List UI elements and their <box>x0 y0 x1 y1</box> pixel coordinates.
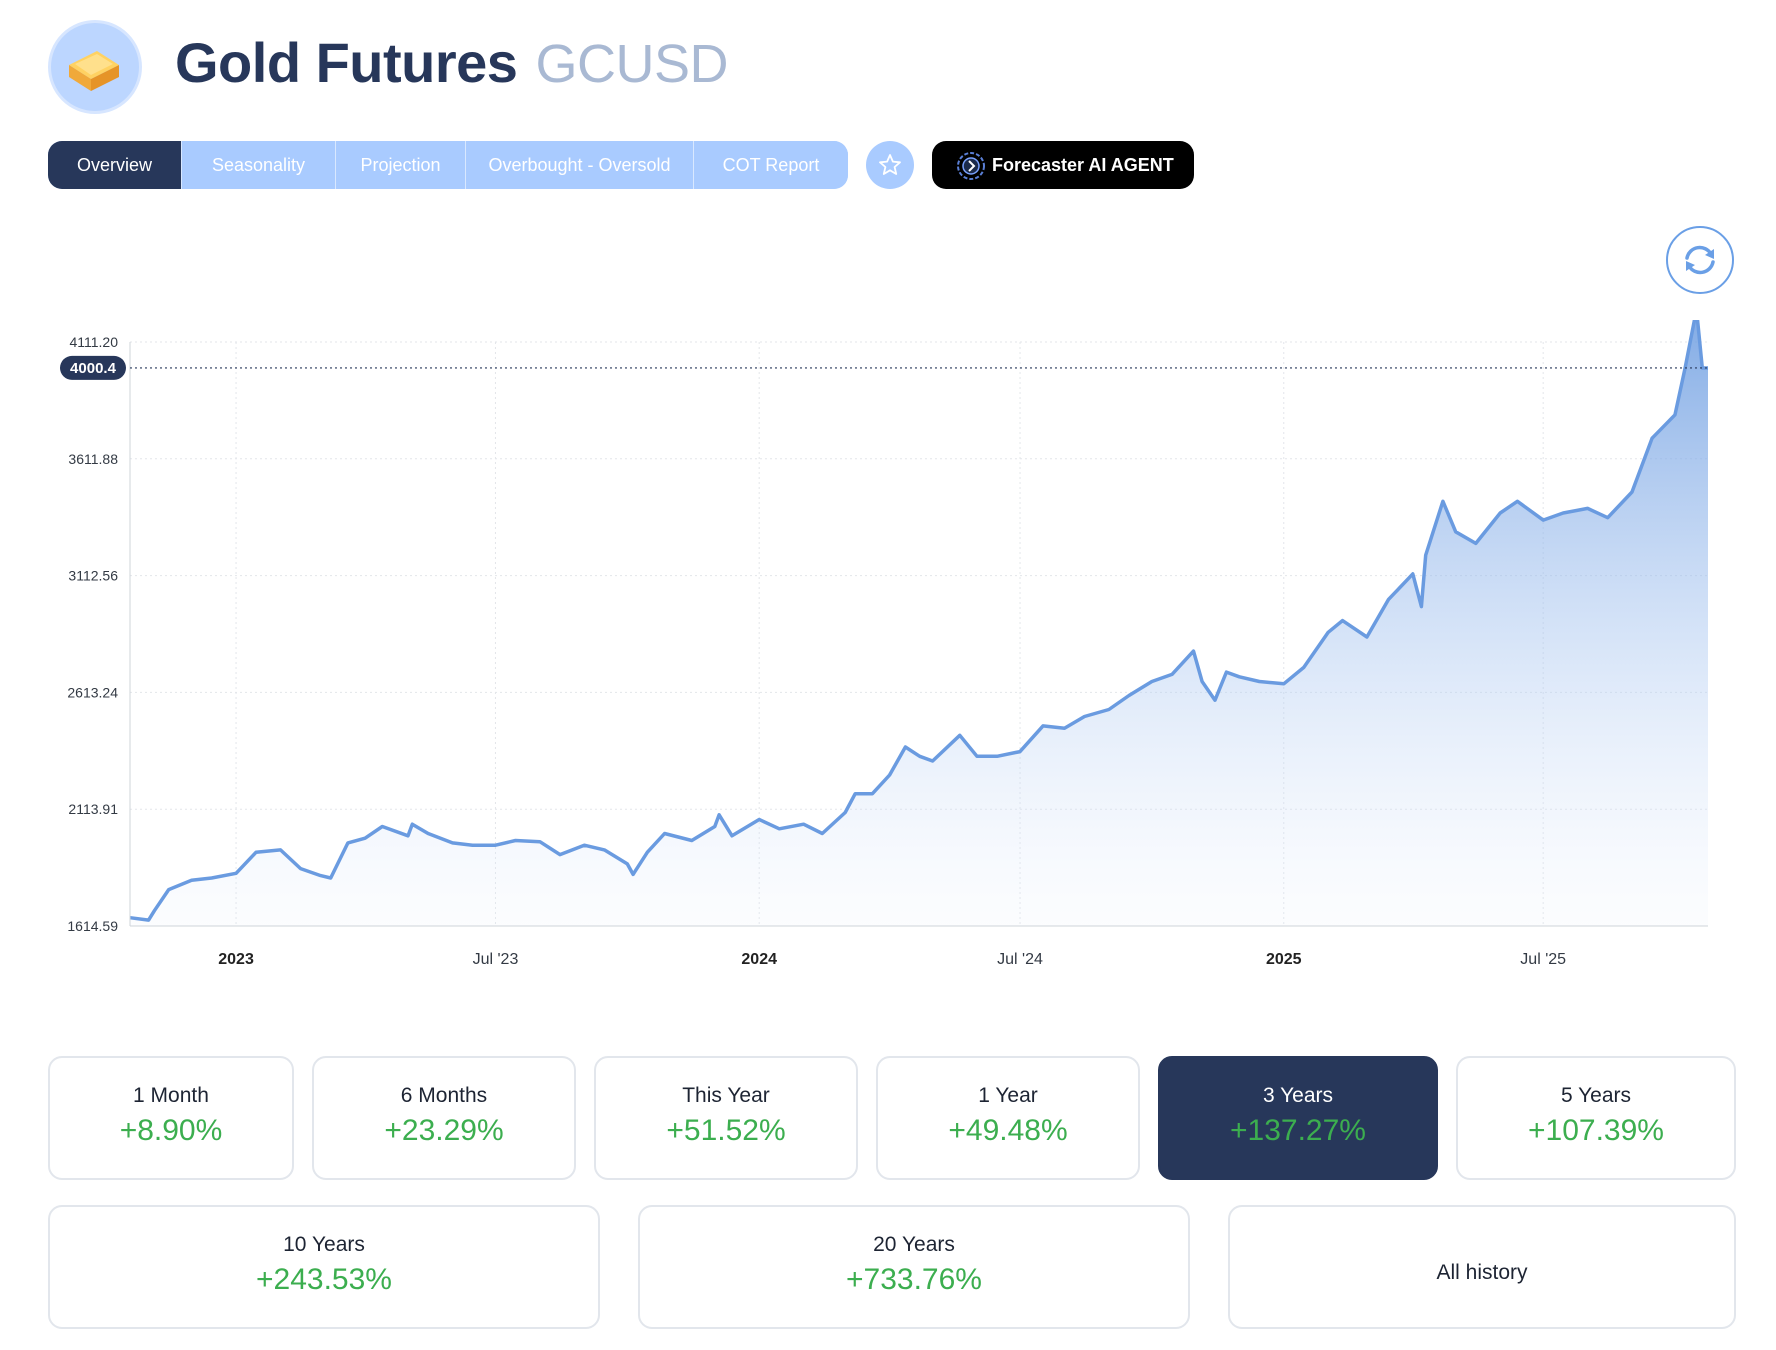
period-change-value: +137.27% <box>1230 1114 1366 1147</box>
period-card-20-years[interactable]: 20 Years +733.76% <box>638 1205 1190 1329</box>
x-tick-label: 2024 <box>741 951 777 968</box>
y-tick-label: 1614.59 <box>67 918 118 934</box>
x-tick-label: 2025 <box>1266 951 1302 968</box>
period-change-value: +23.29% <box>384 1114 504 1147</box>
gold-bar-icon <box>48 20 142 114</box>
period-label: 6 Months <box>400 1084 488 1107</box>
x-tick-label: Jul '25 <box>1520 951 1566 968</box>
x-tick-label: 2023 <box>218 951 254 968</box>
period-card-1-year[interactable]: 1 Year +49.48% <box>876 1056 1140 1180</box>
period-label: 3 Years <box>1262 1084 1334 1107</box>
y-tick-label: 2113.91 <box>68 801 118 817</box>
tab-overbought-oversold[interactable]: Overbought - Oversold <box>466 141 694 189</box>
refresh-icon <box>1685 245 1715 275</box>
period-change-value: +107.39% <box>1528 1114 1664 1147</box>
ai-agent-label: Forecaster AI AGENT <box>992 155 1174 175</box>
price-chart: 4111.20 3611.88 3112.56 2613.24 2113.91 1614.… <box>60 320 1708 968</box>
period-card-1-month[interactable]: 1 Month +8.90% <box>48 1056 294 1180</box>
last-price-value: 4000.4 <box>70 360 117 377</box>
period-label: 1 Month <box>133 1084 209 1107</box>
asset-name: Gold Futures <box>175 31 518 94</box>
period-label: 1 Year <box>978 1084 1038 1107</box>
period-label: 5 Years <box>1560 1084 1632 1107</box>
asset-ticker: GCUSD <box>535 34 728 94</box>
period-label: This Year <box>682 1084 770 1107</box>
tab-overview[interactable]: Overview <box>48 141 182 189</box>
refresh-button[interactable] <box>1666 226 1734 294</box>
tab-bar: Overview Seasonality Projection Overboug… <box>48 141 848 189</box>
period-label: All history <box>1436 1261 1528 1284</box>
x-tick-label: Jul '23 <box>473 951 519 968</box>
y-tick-label: 2613.24 <box>67 684 118 700</box>
tab-projection[interactable]: Projection <box>336 141 466 189</box>
period-card-10-years[interactable]: 10 Years +243.53% <box>48 1205 600 1329</box>
price-area-fill <box>130 320 1708 926</box>
last-price-badge <box>60 355 126 380</box>
period-card-3-years[interactable]: 3 Years +137.27% <box>1158 1056 1438 1180</box>
period-change-value: +49.48% <box>948 1114 1068 1147</box>
period-label: 10 Years <box>283 1233 365 1256</box>
period-card-5-years[interactable]: 5 Years +107.39% <box>1456 1056 1736 1180</box>
favorite-button[interactable] <box>866 141 914 189</box>
period-card-this-year[interactable]: This Year +51.52% <box>594 1056 858 1180</box>
period-card-6-months[interactable]: 6 Months +23.29% <box>312 1056 576 1180</box>
star-icon <box>879 154 901 175</box>
tab-cot-report[interactable]: COT Report <box>694 141 848 189</box>
ai-brain-icon <box>957 152 985 180</box>
period-change-value: +51.52% <box>666 1114 786 1147</box>
y-tick-label: 4111.20 <box>69 334 118 350</box>
y-tick-label: 3611.88 <box>68 451 118 467</box>
period-label: 20 Years <box>873 1233 955 1256</box>
period-card-all-history[interactable]: All history <box>1228 1205 1736 1329</box>
y-tick-label: 3112.56 <box>68 568 118 584</box>
x-tick-label: Jul '24 <box>997 951 1043 968</box>
forecaster-ai-agent-button[interactable]: Forecaster AI AGENT <box>932 141 1194 189</box>
period-change-value: +733.76% <box>846 1263 982 1296</box>
period-change-value: +8.90% <box>119 1114 223 1147</box>
page-title: Gold Futures GCUSD <box>175 30 728 95</box>
tab-seasonality[interactable]: Seasonality <box>182 141 336 189</box>
period-change-value: +243.53% <box>256 1263 392 1296</box>
price-line <box>129 320 1708 922</box>
